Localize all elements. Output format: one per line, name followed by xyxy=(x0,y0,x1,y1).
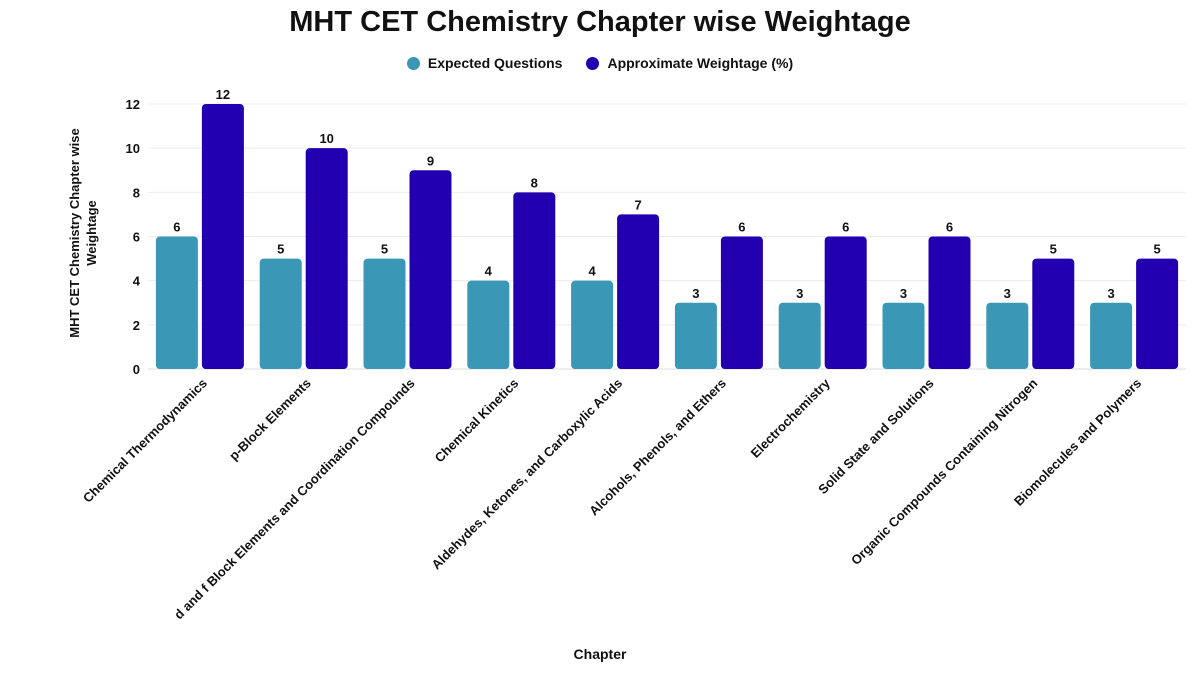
bar xyxy=(513,192,556,369)
bar xyxy=(1136,258,1179,369)
legend-swatch-approximate-weightage xyxy=(586,56,600,70)
bar xyxy=(1032,258,1075,369)
data-label: 5 xyxy=(1153,242,1160,257)
legend: Expected Questions Approximate Weightage… xyxy=(0,55,1200,71)
bar xyxy=(363,258,406,369)
legend-item-approximate-weightage[interactable]: Approximate Weightage (%) xyxy=(586,55,793,71)
x-tick-label: p-Block Elements xyxy=(226,376,314,464)
data-label: 6 xyxy=(842,220,849,235)
data-label: 5 xyxy=(1050,242,1057,257)
data-label: 12 xyxy=(216,87,230,102)
y-tick-label: 6 xyxy=(133,230,140,245)
legend-label-approximate-weightage: Approximate Weightage (%) xyxy=(607,55,794,71)
bar xyxy=(1090,302,1133,369)
bar xyxy=(986,302,1029,369)
chart-title: MHT CET Chemistry Chapter wise Weightage xyxy=(289,6,911,38)
bar xyxy=(467,280,510,369)
legend-item-expected-questions[interactable]: Expected Questions xyxy=(406,55,563,71)
data-label: 6 xyxy=(946,220,953,235)
bar xyxy=(259,258,302,369)
data-label: 7 xyxy=(634,197,641,212)
bar xyxy=(674,302,717,369)
x-tick-label: Aldehydes, Ketones, and Carboxylic Acids xyxy=(428,376,625,573)
data-label: 3 xyxy=(1107,286,1114,301)
x-axis-label: Chapter xyxy=(573,646,627,662)
data-label: 3 xyxy=(796,286,803,301)
data-label: 4 xyxy=(485,264,493,279)
data-label: 5 xyxy=(277,242,284,257)
data-label: 3 xyxy=(692,286,699,301)
y-tick-label: 8 xyxy=(133,185,140,200)
data-label: 9 xyxy=(427,153,434,168)
bar xyxy=(720,236,763,369)
bar xyxy=(882,302,925,369)
x-tick-label: d and f Block Elements and Coordination … xyxy=(171,376,418,623)
data-label: 10 xyxy=(319,131,333,146)
data-label: 6 xyxy=(738,220,745,235)
y-tick-label: 12 xyxy=(126,97,140,112)
y-tick-label: 10 xyxy=(126,141,140,156)
x-tick-label: Solid State and Solutions xyxy=(815,376,936,497)
bar xyxy=(928,236,971,369)
bar xyxy=(571,280,614,369)
data-label: 5 xyxy=(381,242,388,257)
legend-label-expected-questions: Expected Questions xyxy=(427,55,563,71)
y-tick-label: 0 xyxy=(133,362,140,377)
bar xyxy=(778,302,821,369)
y-tick-label: 4 xyxy=(133,274,141,289)
x-tick-label: Electrochemistry xyxy=(748,375,834,461)
bar xyxy=(617,214,660,369)
bar xyxy=(155,236,198,369)
bar xyxy=(409,170,452,369)
data-label: 3 xyxy=(900,286,907,301)
x-tick-label: Chemical Kinetics xyxy=(432,376,522,466)
data-label: 6 xyxy=(173,220,180,235)
x-tick-label: Chemical Thermodynamics xyxy=(80,376,210,506)
bar xyxy=(201,104,244,369)
bar xyxy=(305,148,348,369)
x-tick-label: Organic Compounds Containing Nitrogen xyxy=(848,375,1040,567)
legend-swatch-expected-questions xyxy=(406,56,420,70)
data-label: 8 xyxy=(531,175,538,190)
data-label: 3 xyxy=(1004,286,1011,301)
y-tick-label: 2 xyxy=(133,318,140,333)
bar xyxy=(824,236,867,369)
data-label: 4 xyxy=(588,264,596,279)
